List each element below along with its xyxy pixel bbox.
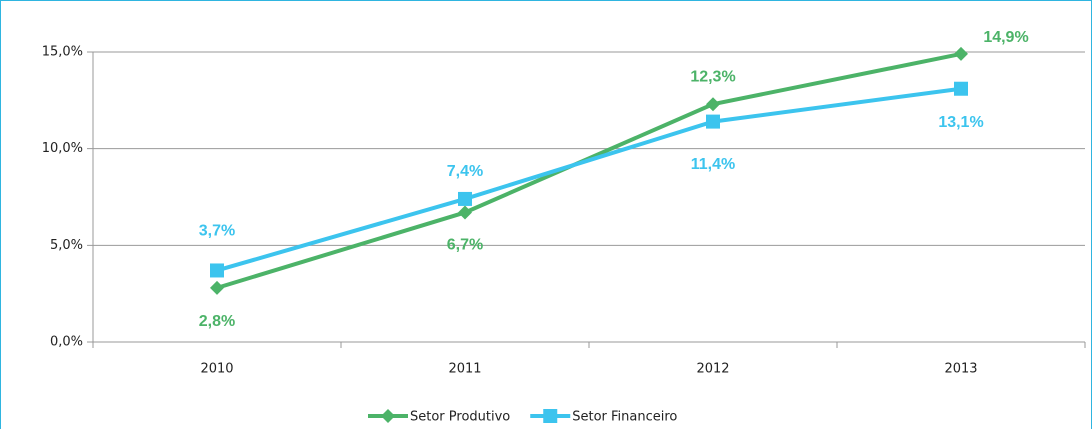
point-marker: [210, 263, 224, 278]
data-label: 3,7%: [199, 223, 235, 240]
data-label: 2,8%: [199, 313, 235, 330]
point-marker: [458, 191, 472, 206]
legend-marker: [543, 409, 558, 423]
data-label: 11,4%: [691, 156, 735, 173]
y-tick-label: 5,0%: [50, 238, 83, 253]
legend-label: Setor Financeiro: [572, 410, 677, 425]
point-marker: [706, 97, 720, 112]
data-label: 12,3%: [690, 68, 735, 85]
y-tick-label: 10,0%: [42, 141, 83, 156]
point-marker: [458, 205, 472, 220]
x-tick-label: 2013: [944, 362, 977, 377]
data-label: 14,9%: [983, 29, 1028, 46]
x-tick-label: 2012: [696, 362, 729, 377]
data-label: 7,4%: [447, 163, 483, 180]
point-marker: [954, 46, 968, 61]
x-tick-label: 2010: [200, 362, 233, 377]
point-marker: [706, 114, 720, 129]
data-label: 13,1%: [938, 114, 983, 131]
x-tick-label: 2011: [448, 362, 481, 377]
point-marker: [210, 280, 224, 295]
series-line: [216, 86, 962, 273]
legend-label: Setor Produtivo: [410, 410, 510, 425]
point-marker: [954, 81, 968, 96]
y-tick-label: 15,0%: [42, 45, 83, 60]
data-label: 6,7%: [447, 237, 483, 254]
legend-marker: [381, 409, 395, 423]
y-tick-label: 0,0%: [50, 335, 83, 350]
